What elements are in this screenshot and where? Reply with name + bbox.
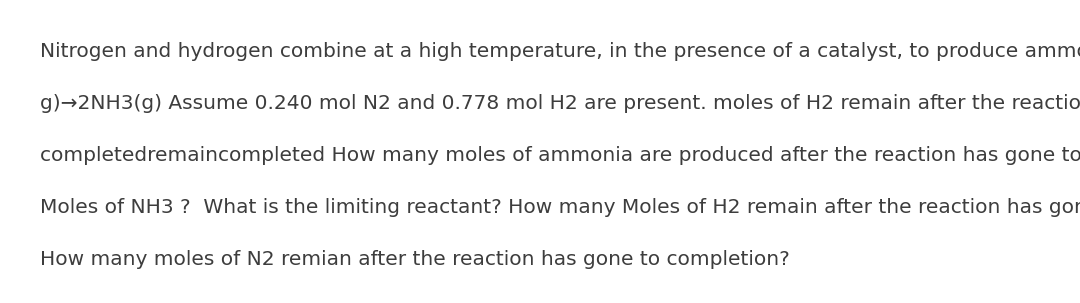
Text: g)→2NH3(g) Assume 0.240 mol N2 and 0.778 mol H2 are present. moles of H2 remain : g)→2NH3(g) Assume 0.240 mol N2 and 0.778… — [40, 94, 1080, 113]
Text: How many moles of N2 remian after the reaction has gone to completion?: How many moles of N2 remian after the re… — [40, 250, 789, 269]
Text: Moles of NH3 ?  What is the limiting reactant? How many Moles of H2 remain after: Moles of NH3 ? What is the limiting reac… — [40, 198, 1080, 217]
Text: completedremaincompleted How many moles of ammonia are produced after the reacti: completedremaincompleted How many moles … — [40, 146, 1080, 165]
Text: Nitrogen and hydrogen combine at a high temperature, in the presence of a cataly: Nitrogen and hydrogen combine at a high … — [40, 42, 1080, 61]
